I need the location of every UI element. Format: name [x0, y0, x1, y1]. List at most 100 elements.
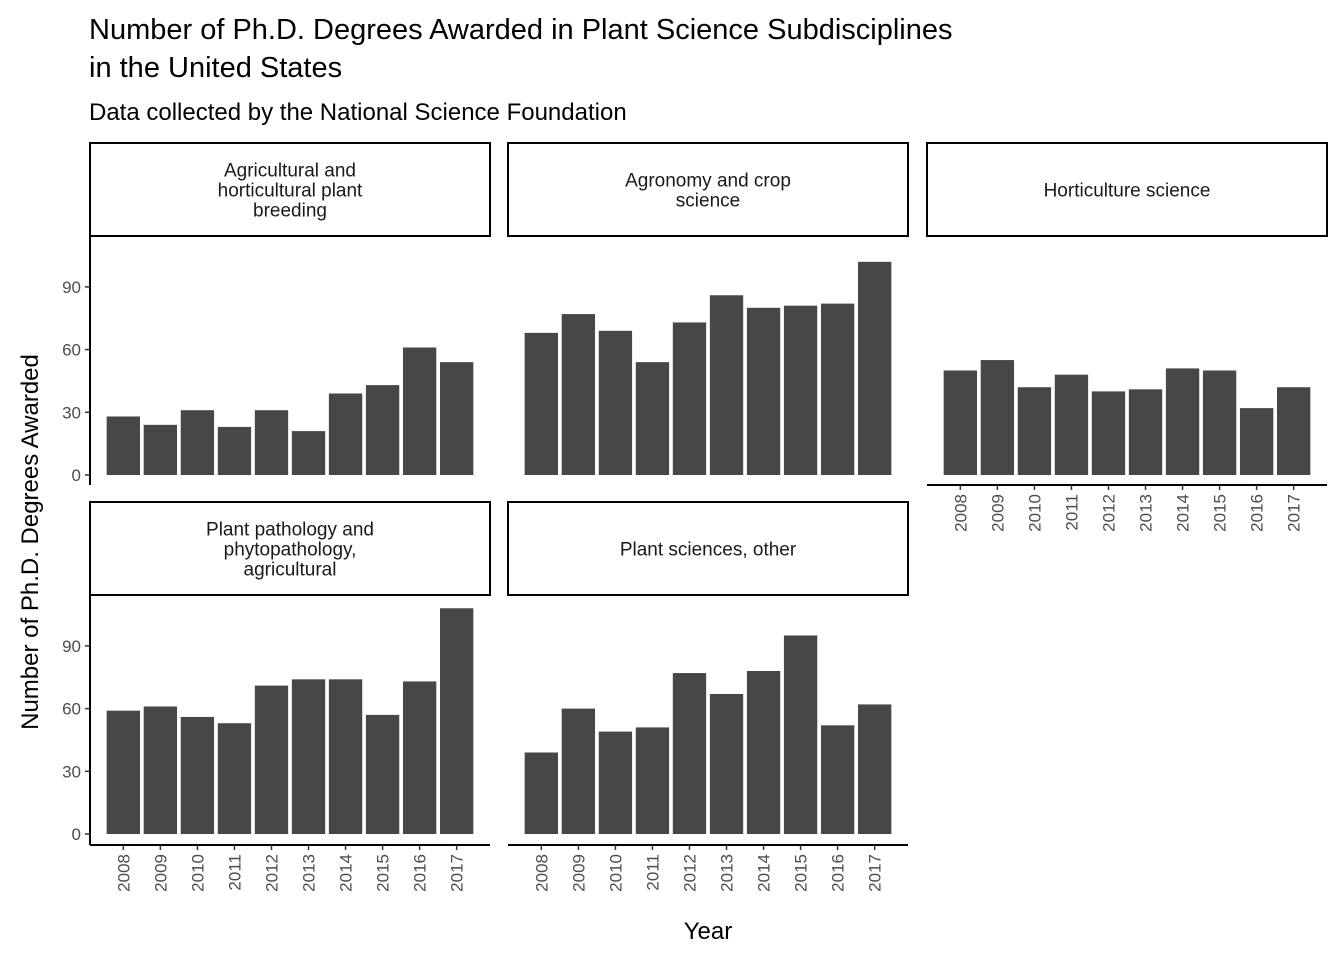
- y-tick-label: 60: [62, 341, 81, 360]
- bar-2014: [746, 307, 781, 475]
- facet-strip: [507, 142, 909, 237]
- x-tick-label: 2015: [374, 854, 393, 892]
- bar-2012: [254, 410, 289, 475]
- facet-strip-label: science: [676, 191, 740, 212]
- x-tick-label: 2011: [643, 854, 662, 891]
- bar-2015: [1202, 370, 1237, 475]
- facet-strip: [926, 142, 1328, 237]
- x-tick-label: 2016: [1248, 494, 1267, 532]
- x-tick-label: 2015: [1211, 494, 1230, 532]
- x-tick-label: 2011: [225, 854, 244, 891]
- bar-2008: [524, 332, 558, 475]
- x-tick-label: 2014: [755, 854, 774, 892]
- bar-2016: [1239, 408, 1274, 475]
- facet-panel: Horticulture science 2008 2009 2010 2011 2012…: [926, 142, 1328, 532]
- bar-2011: [217, 426, 252, 475]
- bar-2011: [1054, 374, 1089, 475]
- chart-subtitle: Data collected by the National Science F…: [89, 99, 627, 126]
- x-tick-label: 2014: [1174, 494, 1193, 532]
- x-tick-label: 2015: [792, 854, 811, 892]
- bar-2008: [524, 752, 558, 834]
- bar-2016: [402, 347, 437, 475]
- facet-strip-label: Plant pathology and: [206, 520, 374, 541]
- bar-2013: [291, 679, 326, 834]
- x-tick-label: 2012: [1099, 494, 1118, 532]
- x-tick-label: 2013: [300, 854, 319, 892]
- bar-2013: [709, 295, 744, 475]
- facet-strip-label: phytopathology,: [224, 540, 357, 561]
- bar-2009: [561, 708, 596, 834]
- chart-title-line-2: in the United States: [89, 52, 342, 84]
- bar-2015: [783, 635, 818, 834]
- facet-strip-label: breeding: [253, 201, 327, 222]
- x-tick-label: 2009: [569, 854, 588, 892]
- x-tick-label: 2008: [951, 494, 970, 532]
- y-tick-label: 0: [72, 466, 81, 485]
- bar-2014: [328, 393, 363, 475]
- bar-2013: [709, 693, 744, 834]
- bar-2008: [106, 710, 140, 834]
- facet-strip-label: Plant sciences, other: [620, 540, 797, 561]
- facet-strip-label: Agricultural and: [224, 161, 356, 182]
- x-tick-label: 2016: [829, 854, 848, 892]
- x-axis-title: Year: [684, 918, 733, 945]
- x-tick-label: 2014: [337, 854, 356, 892]
- bar-2014: [1165, 368, 1200, 475]
- bar-2010: [180, 410, 215, 475]
- bar-2012: [672, 322, 707, 475]
- x-tick-label: 2017: [1285, 494, 1304, 532]
- y-tick-label: 30: [62, 403, 81, 422]
- bar-2015: [365, 385, 400, 475]
- x-tick-label: 2008: [532, 854, 551, 892]
- bar-2017: [858, 704, 892, 834]
- bar-2013: [291, 431, 326, 475]
- x-tick-label: 2009: [988, 494, 1007, 532]
- facet-panel: Plant pathology andphytopathology,agricu…: [62, 501, 491, 892]
- x-tick-label: 2013: [1137, 494, 1156, 532]
- bar-2014: [328, 679, 363, 834]
- facet-strip-label: agricultural: [244, 560, 337, 581]
- bar-2009: [561, 314, 596, 475]
- y-tick-label: 90: [62, 278, 81, 297]
- x-tick-label: 2009: [151, 854, 170, 892]
- bar-2012: [672, 673, 707, 834]
- facet-strip: [89, 501, 491, 596]
- bar-2013: [1128, 389, 1163, 475]
- bar-2016: [402, 681, 437, 834]
- chart-title-line-1: Number of Ph.D. Degrees Awarded in Plant…: [89, 14, 953, 46]
- x-tick-label: 2012: [262, 854, 281, 892]
- y-tick-label: 60: [62, 700, 81, 719]
- bar-2011: [635, 362, 670, 475]
- bar-2017: [858, 261, 892, 475]
- bar-2010: [1017, 387, 1052, 475]
- x-tick-label: 2010: [1025, 494, 1044, 532]
- bar-2011: [635, 727, 670, 834]
- bar-2016: [820, 303, 855, 475]
- bar-2010: [598, 731, 633, 834]
- bar-2017: [1277, 387, 1311, 475]
- y-tick-label: 0: [72, 825, 81, 844]
- bar-2015: [783, 305, 818, 475]
- bar-2017: [440, 608, 474, 834]
- bar-2017: [440, 362, 474, 475]
- facet-strip-label: Agronomy and crop: [625, 171, 791, 192]
- y-tick-label: 30: [62, 762, 81, 781]
- bar-2009: [143, 424, 178, 475]
- x-tick-label: 2013: [718, 854, 737, 892]
- facet-strip-label: horticultural plant: [218, 181, 363, 202]
- bar-2009: [143, 706, 178, 834]
- x-tick-label: 2012: [680, 854, 699, 892]
- facet-strip: [89, 142, 491, 237]
- facet-strip: [507, 501, 909, 596]
- facet-panel: Plant sciences, other 2008 2009 2010 2011 201…: [507, 501, 909, 892]
- bar-2008: [943, 370, 977, 475]
- bar-2009: [980, 360, 1015, 475]
- x-tick-label: 2010: [188, 854, 207, 892]
- x-tick-label: 2017: [448, 854, 467, 892]
- bar-2014: [746, 670, 781, 834]
- bar-2012: [1091, 391, 1126, 475]
- bar-2010: [598, 330, 633, 475]
